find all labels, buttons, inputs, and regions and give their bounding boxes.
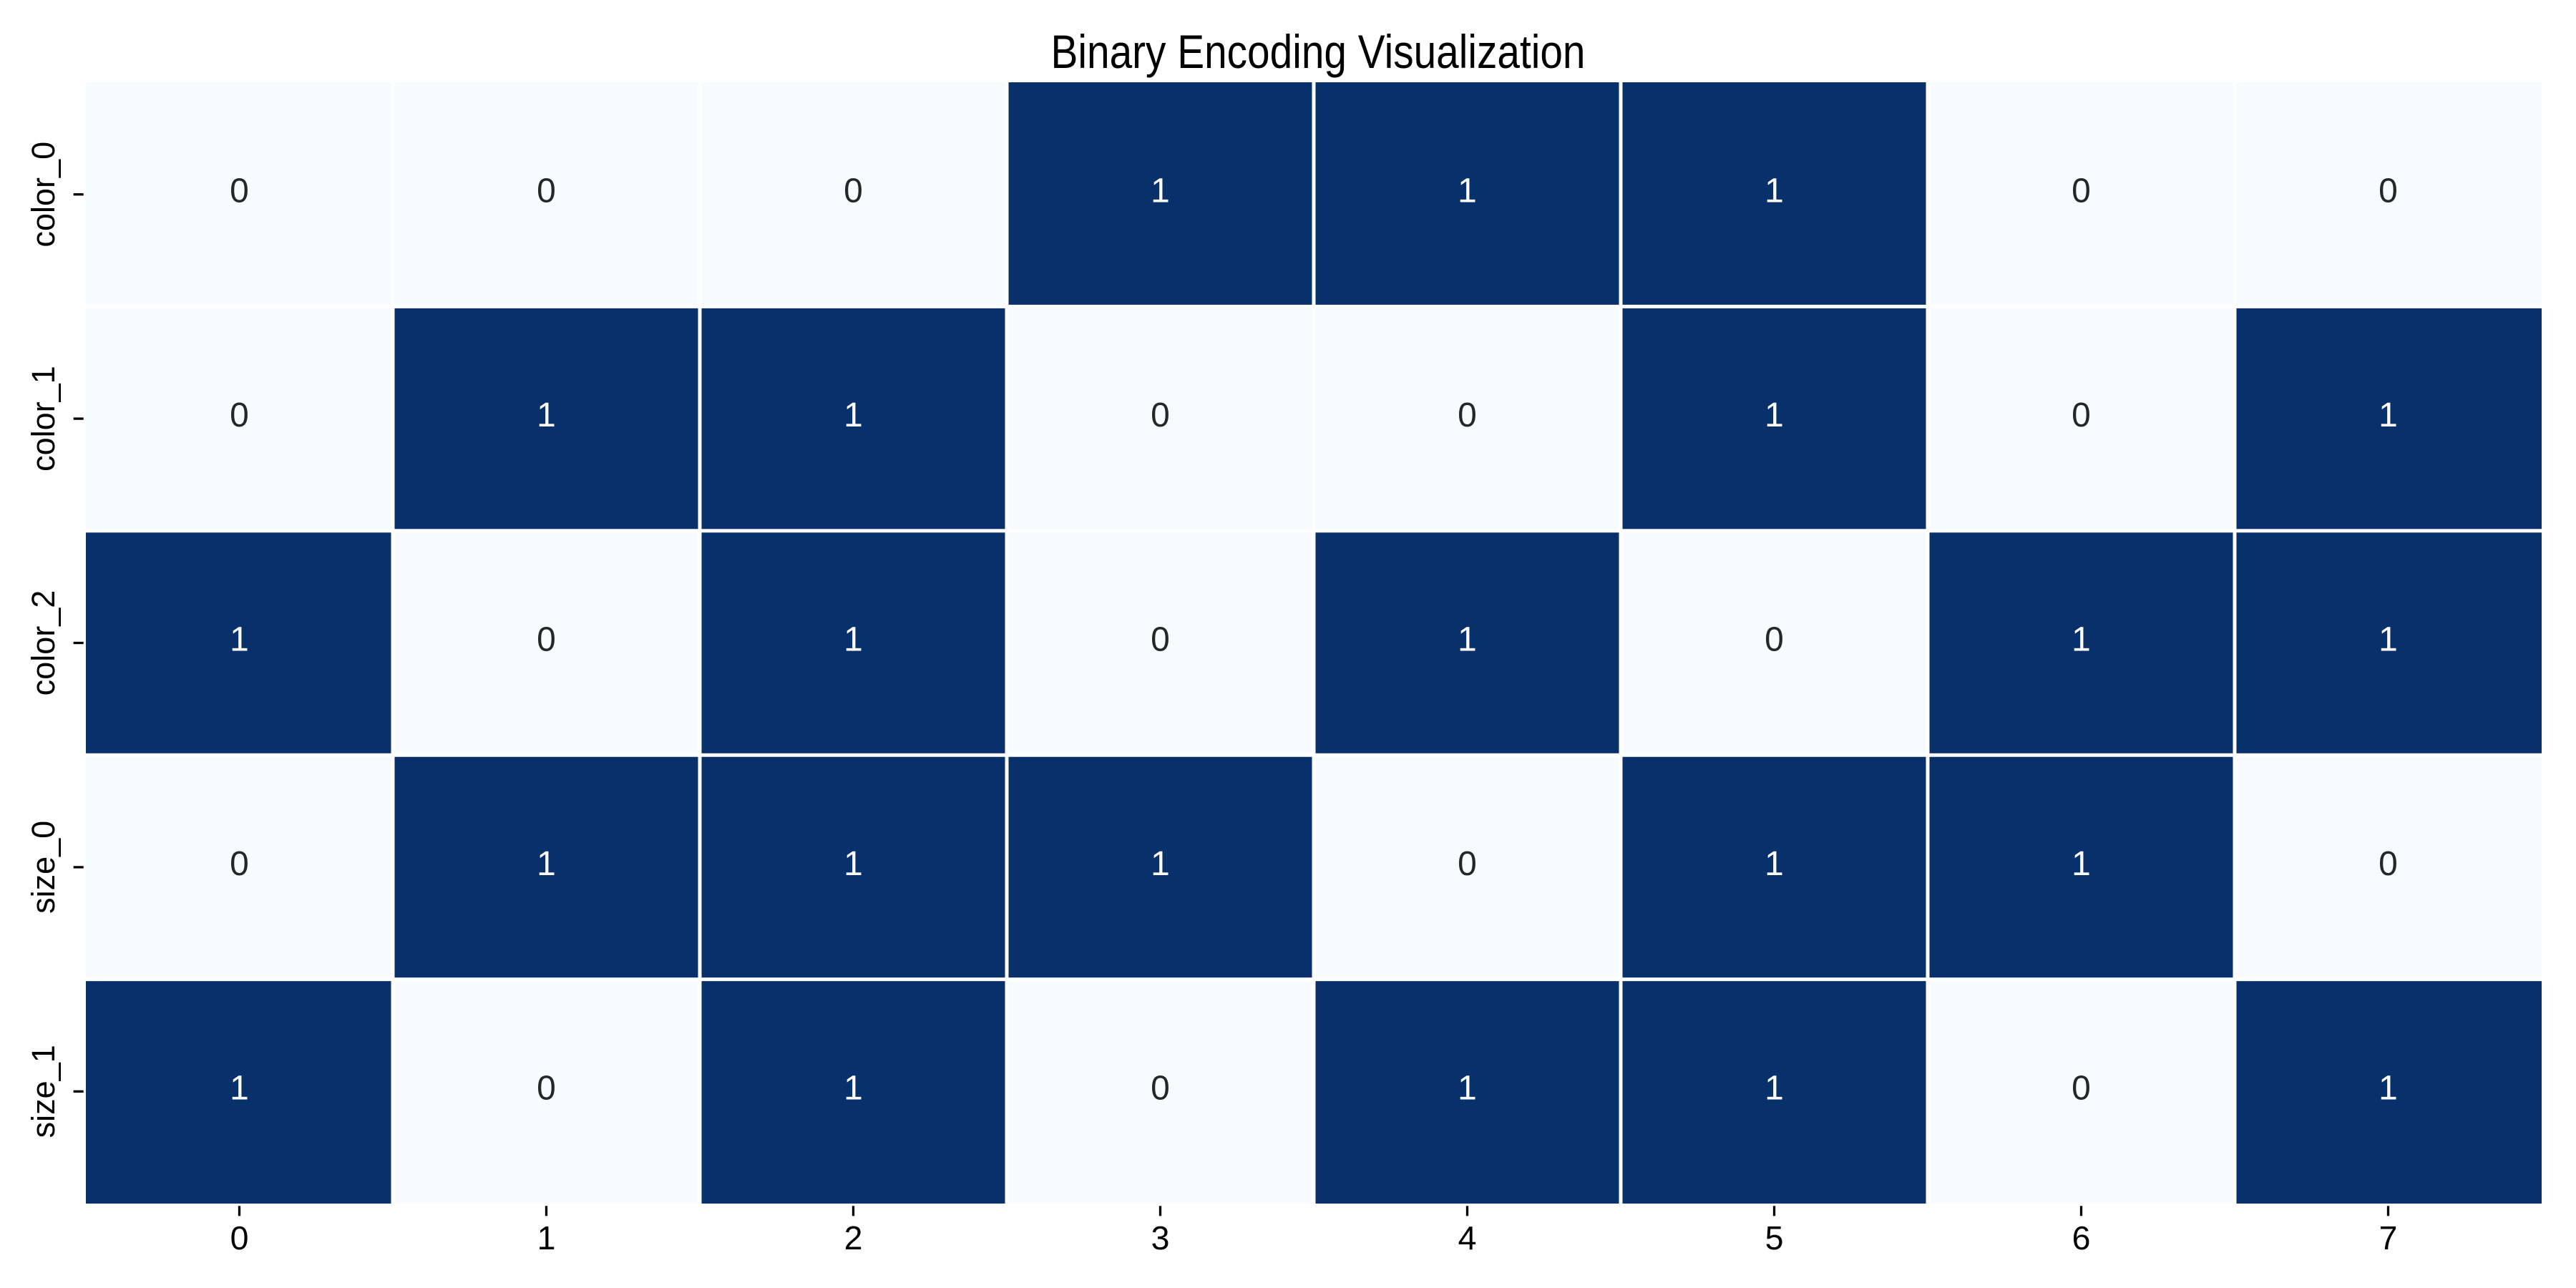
svg-text:1: 1: [2379, 1069, 2398, 1107]
svg-text:size_1: size_1: [25, 1045, 62, 1138]
svg-text:0: 0: [2379, 845, 2398, 883]
svg-text:7: 7: [2379, 1219, 2398, 1257]
svg-text:1: 1: [537, 1219, 556, 1257]
svg-text:0: 0: [537, 621, 556, 659]
svg-text:0: 0: [1151, 621, 1170, 659]
svg-text:1: 1: [1458, 621, 1477, 659]
svg-text:0: 0: [1458, 396, 1477, 434]
svg-text:1: 1: [230, 621, 249, 659]
svg-text:0: 0: [844, 172, 863, 210]
svg-text:0: 0: [1151, 1069, 1170, 1107]
svg-text:1: 1: [2072, 621, 2091, 659]
svg-text:0: 0: [1151, 396, 1170, 434]
svg-text:1: 1: [844, 845, 863, 883]
svg-text:1: 1: [1765, 396, 1784, 434]
svg-text:1: 1: [230, 1069, 249, 1107]
svg-text:0: 0: [2072, 172, 2091, 210]
svg-text:0: 0: [230, 1219, 249, 1257]
svg-text:6: 6: [2072, 1219, 2091, 1257]
svg-text:1: 1: [1151, 845, 1170, 883]
svg-text:0: 0: [2379, 172, 2398, 210]
svg-text:1: 1: [2072, 845, 2091, 883]
svg-text:4: 4: [1458, 1219, 1477, 1257]
svg-text:1: 1: [1458, 172, 1477, 210]
svg-text:size_0: size_0: [25, 821, 62, 914]
svg-text:1: 1: [844, 1069, 863, 1107]
svg-text:1: 1: [2379, 621, 2398, 659]
svg-text:Binary Encoding Visualization: Binary Encoding Visualization: [1051, 25, 1586, 78]
svg-text:1: 1: [844, 396, 863, 434]
svg-text:0: 0: [537, 1069, 556, 1107]
svg-text:1: 1: [537, 396, 556, 434]
svg-text:1: 1: [2379, 396, 2398, 434]
svg-text:1: 1: [844, 621, 863, 659]
svg-text:0: 0: [2072, 1069, 2091, 1107]
svg-text:1: 1: [1765, 1069, 1784, 1107]
svg-text:0: 0: [1458, 845, 1477, 883]
svg-text:0: 0: [230, 845, 249, 883]
svg-text:color_0: color_0: [25, 142, 62, 248]
svg-text:1: 1: [537, 845, 556, 883]
svg-text:0: 0: [1765, 621, 1784, 659]
svg-text:2: 2: [844, 1219, 863, 1257]
svg-text:color_1: color_1: [25, 366, 62, 472]
svg-text:color_2: color_2: [25, 590, 62, 696]
svg-text:5: 5: [1765, 1219, 1784, 1257]
svg-text:1: 1: [1151, 172, 1170, 210]
svg-text:1: 1: [1765, 172, 1784, 210]
svg-text:0: 0: [230, 396, 249, 434]
svg-text:1: 1: [1765, 845, 1784, 883]
svg-text:3: 3: [1151, 1219, 1170, 1257]
svg-text:0: 0: [2072, 396, 2091, 434]
svg-text:0: 0: [537, 172, 556, 210]
svg-text:0: 0: [230, 172, 249, 210]
svg-text:1: 1: [1458, 1069, 1477, 1107]
